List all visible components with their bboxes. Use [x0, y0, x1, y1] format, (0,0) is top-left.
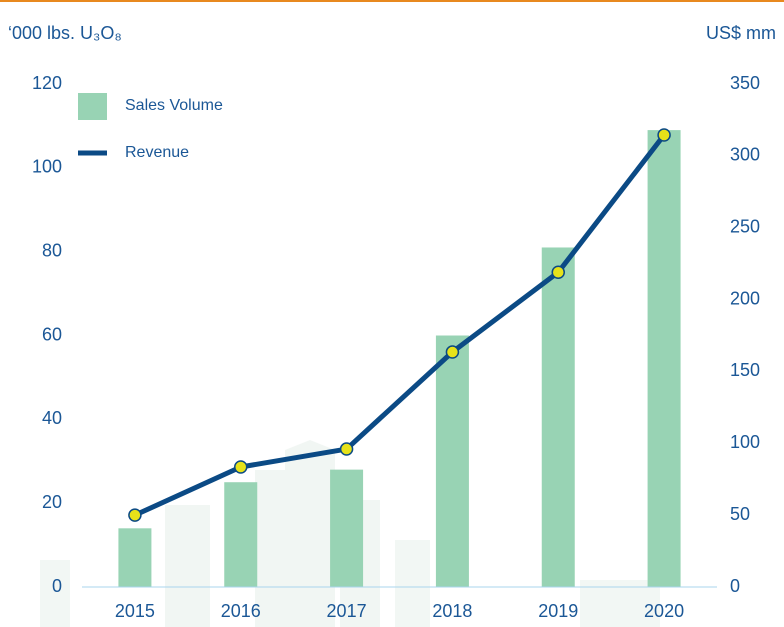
y2-tick-label: 300	[730, 145, 760, 165]
legend-label: Revenue	[125, 144, 189, 161]
x-tick-label: 2019	[538, 601, 578, 621]
y-tick-label: 60	[42, 324, 62, 344]
bar	[647, 130, 681, 587]
x-tick-label: 2020	[644, 601, 684, 621]
y2-tick-label: 200	[730, 288, 760, 308]
y2-tick-label: 250	[730, 216, 760, 236]
x-tick-label: 2017	[327, 601, 367, 621]
revenue-marker	[445, 345, 460, 359]
y-tick-label: 20	[42, 492, 62, 512]
bar	[435, 335, 469, 587]
y-tick-label: 100	[32, 157, 62, 177]
y-tick-label: 80	[42, 240, 62, 260]
y2-tick-label: 350	[730, 73, 760, 93]
bar	[541, 247, 575, 587]
y2-tick-label: 100	[730, 432, 760, 452]
revenue-marker	[234, 460, 248, 474]
revenue-line	[133, 133, 667, 518]
y-tick-label: 40	[42, 408, 62, 428]
y-tick-label: 0	[52, 576, 62, 596]
y2-tick-label: 0	[730, 576, 740, 596]
y2-tick-label: 50	[730, 504, 750, 524]
revenue-marker	[551, 265, 565, 280]
legend-label: Sales Volume	[125, 97, 223, 114]
y2-axis-title: US$ mm	[706, 23, 776, 43]
x-tick-label: 2015	[115, 601, 155, 621]
x-tick-label: 2016	[221, 601, 261, 621]
legend-swatch	[78, 93, 107, 120]
y-tick-label: 120	[32, 73, 62, 93]
revenue-marker	[339, 442, 354, 456]
bar	[118, 528, 152, 587]
y-axis-title: ‘000 lbs. U₃O₈	[8, 23, 122, 43]
bar	[330, 469, 364, 587]
revenue-marker	[128, 508, 142, 522]
revenue-marker	[657, 128, 671, 142]
y2-tick-label: 150	[730, 360, 760, 380]
x-tick-label: 2018	[432, 601, 472, 621]
bar	[224, 482, 258, 587]
